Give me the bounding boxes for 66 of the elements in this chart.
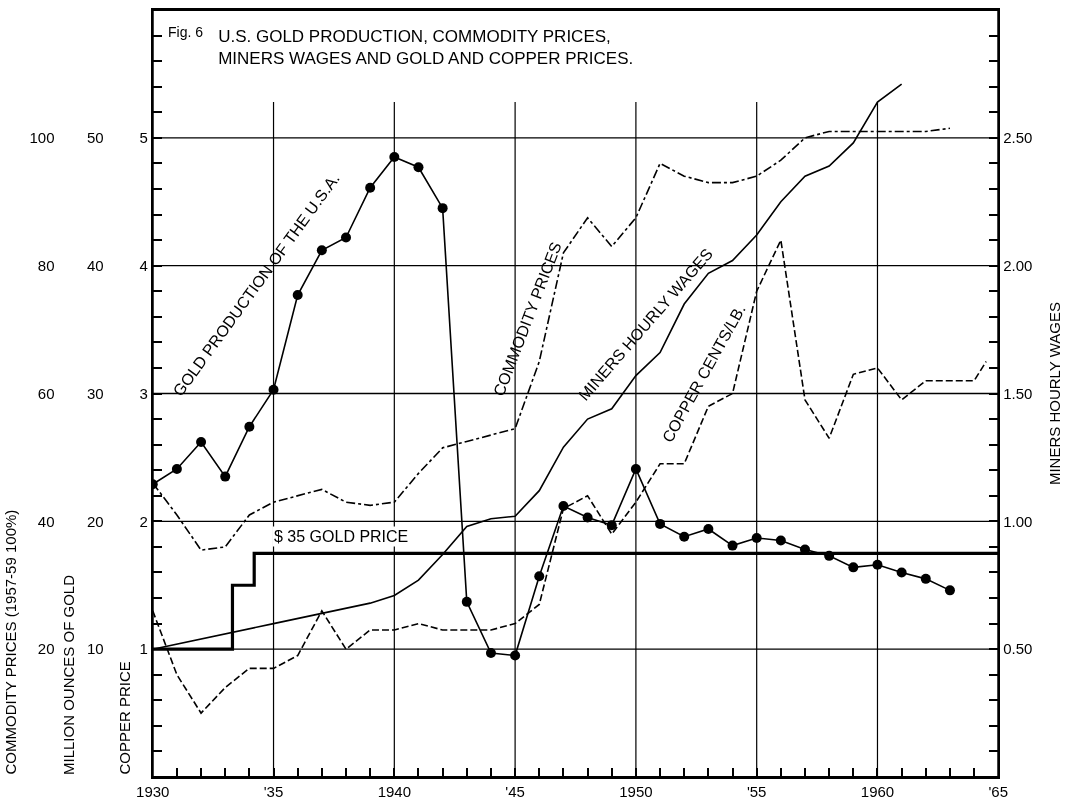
y2-tick-label: 1.50 (1003, 384, 1033, 402)
y2-tick-label: 0.50 (1003, 640, 1033, 658)
point (703, 524, 714, 534)
annotation: $ 35 GOLD PRICE (274, 528, 409, 545)
y2-axis-title: MINERS HOURLY WAGES (1045, 301, 1063, 486)
x-tick-label: '35 (263, 783, 284, 800)
point (558, 500, 569, 511)
y-tick-label: 40 (37, 512, 55, 530)
point (461, 596, 472, 607)
y3-axis-title: COPPER PRICE (115, 661, 133, 775)
point (872, 559, 883, 570)
y-tick-label: 2 (139, 512, 148, 530)
point (679, 531, 690, 542)
x-tick-label: 1960 (860, 783, 895, 800)
point (727, 540, 738, 551)
point (365, 182, 376, 193)
point (389, 152, 400, 163)
point (534, 571, 545, 582)
y-axis-title: COMMODITY PRICES (1957-59 100%) (1, 509, 19, 775)
point (292, 290, 303, 301)
y-tick-label: 5 (139, 129, 148, 147)
point (485, 648, 496, 658)
point (944, 585, 955, 596)
y2-tick-label: 1.00 (1003, 512, 1033, 530)
point (848, 562, 859, 573)
point (655, 518, 666, 529)
x-tick-label: 1940 (377, 783, 412, 800)
point (316, 245, 327, 256)
point (413, 162, 424, 173)
point (171, 463, 182, 474)
y-tick-label: 4 (139, 256, 148, 274)
y-tick-label: 20 (37, 640, 55, 658)
x-tick-label: 1930 (136, 783, 170, 800)
annotation: Fig. 6 (168, 24, 204, 40)
y2-tick-label: 2.00 (1003, 256, 1033, 274)
y-tick-label: 100 (29, 129, 55, 147)
text: U.S. GOLD PRODUCTION, COMMODITY PRICES, MINERS WAGES AND GOLD AND COPPER PRICES. (218, 26, 634, 68)
x-tick-label: '65 (988, 783, 1009, 800)
y3-tick-label: 50 (86, 129, 104, 147)
point (775, 535, 786, 546)
y3-tick-label: 20 (86, 512, 104, 530)
y-tick-label: 3 (139, 384, 148, 402)
point (896, 567, 907, 578)
point (244, 421, 255, 432)
point (268, 384, 279, 395)
x-tick-label: '45 (505, 783, 525, 800)
y3-tick-label: 30 (86, 384, 104, 402)
point (220, 471, 231, 482)
point (582, 512, 593, 523)
y-axis-title: MILLION OUNCES OF GOLD (60, 574, 77, 775)
point (751, 532, 762, 543)
y3-tick-label: 10 (86, 640, 104, 658)
point (341, 232, 351, 243)
point (630, 463, 641, 474)
point (196, 437, 207, 448)
point (606, 520, 617, 531)
point (437, 203, 448, 214)
y-tick-label: 60 (37, 384, 55, 402)
y-tick-label: 1 (139, 640, 148, 658)
y2-tick-label: 2.50 (1003, 129, 1033, 147)
y-tick-label: 80 (37, 256, 55, 274)
point (510, 650, 521, 661)
point (920, 573, 931, 584)
x-tick-label: '55 (746, 783, 767, 800)
x-tick-label: 1950 (619, 783, 653, 800)
y3-tick-label: 40 (86, 256, 104, 274)
